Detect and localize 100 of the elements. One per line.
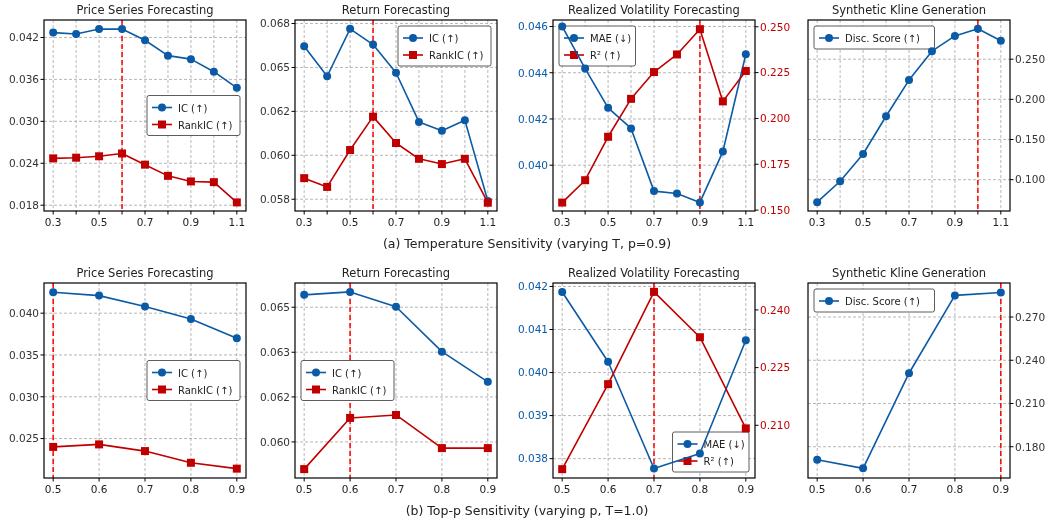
chart-title: Price Series Forecasting xyxy=(76,266,214,280)
point xyxy=(186,177,195,186)
y-tick-label: 0.041 xyxy=(517,323,548,336)
x-tick-label: 0.3 xyxy=(553,216,571,228)
x-tick-label: 0.9 xyxy=(433,216,451,228)
point xyxy=(49,154,58,163)
point xyxy=(558,465,567,474)
y-tick-label: 0.042 xyxy=(517,112,548,125)
y2-tick-label: 0.225 xyxy=(760,66,791,79)
y-tick-label: 0.040 xyxy=(517,159,548,172)
x-tick-label: 0.9 xyxy=(992,483,1010,495)
point xyxy=(905,76,913,85)
point xyxy=(836,177,845,186)
y2-tick-label: 0.250 xyxy=(760,20,791,33)
y2-tick-label: 0.150 xyxy=(1015,133,1046,146)
legend-label: R² (↑) xyxy=(703,456,734,467)
legend-label: RankIC (↑) xyxy=(178,119,233,131)
point xyxy=(95,25,104,34)
y-tick-label: 0.030 xyxy=(8,390,39,403)
y2-tick-label: 0.150 xyxy=(760,203,791,216)
x-tick-label: 0.3 xyxy=(295,216,313,228)
y-tick-label: 0.042 xyxy=(517,280,548,293)
point xyxy=(741,50,750,59)
legend-label: RankIC (↑) xyxy=(429,50,484,61)
y-tick-label: 0.060 xyxy=(259,149,290,162)
point xyxy=(72,29,81,38)
text: (a) Temperature Sensitivity (varying T, p=0.9) xyxy=(382,236,672,251)
chart-title: Return Forecasting xyxy=(341,3,451,17)
point xyxy=(672,50,681,59)
point xyxy=(437,160,446,169)
point xyxy=(437,126,446,135)
point xyxy=(741,336,750,345)
point xyxy=(627,94,636,103)
x-tick-label: 0.6 xyxy=(854,483,872,495)
y-tick-label: 0.060 xyxy=(259,435,290,448)
point xyxy=(346,146,355,155)
point xyxy=(927,47,936,56)
point xyxy=(392,139,400,147)
point xyxy=(437,347,446,356)
y-tick-label: 0.025 xyxy=(8,432,39,445)
x-tick-label: 0.6 xyxy=(90,483,108,495)
point xyxy=(695,25,704,34)
point xyxy=(414,154,423,163)
x-tick-label: 0.5 xyxy=(295,483,313,495)
legend-label: IC (↑) xyxy=(429,33,459,44)
point xyxy=(604,103,613,112)
point xyxy=(718,147,727,156)
x-tick-label: 0.9 xyxy=(479,483,497,495)
y-tick-label: 0.058 xyxy=(259,193,290,206)
x-tick-label: 0.8 xyxy=(691,483,709,495)
point xyxy=(300,290,309,299)
point xyxy=(186,458,195,467)
point xyxy=(604,380,613,389)
point xyxy=(346,413,355,422)
y-tick-label: 0.035 xyxy=(8,348,39,361)
point xyxy=(232,334,241,343)
point xyxy=(973,24,982,33)
y-tick-label: 0.068 xyxy=(259,17,290,30)
point xyxy=(672,189,681,198)
y-tick-label: 0.024 xyxy=(8,157,40,170)
y2-tick-label: 0.100 xyxy=(1015,173,1046,186)
point xyxy=(558,22,567,31)
chart-title: Synthetic Kline Generation xyxy=(831,266,987,280)
point xyxy=(460,154,469,163)
point xyxy=(604,132,613,141)
y2-tick-label: 0.200 xyxy=(760,112,791,125)
x-tick-label: 1.1 xyxy=(479,216,497,228)
point xyxy=(392,302,400,311)
chart-title: Return Forecasting xyxy=(341,266,451,280)
chart-title: Synthetic Kline Generation xyxy=(831,3,987,17)
point xyxy=(558,198,567,207)
x-tick-label: 0.5 xyxy=(553,483,571,495)
point xyxy=(650,464,658,473)
x-tick-label: 1.1 xyxy=(992,216,1010,228)
y2-tick-label: 0.210 xyxy=(1015,397,1046,410)
point xyxy=(209,67,218,76)
point xyxy=(905,369,913,378)
legend-label: Disc. Score (↑) xyxy=(845,296,921,307)
y-tick-label: 0.036 xyxy=(8,73,40,86)
point xyxy=(483,377,492,386)
x-tick-label: 0.3 xyxy=(808,216,826,228)
point xyxy=(141,160,149,169)
chart-title: Price Series Forecasting xyxy=(76,3,214,17)
y-tick-label: 0.065 xyxy=(259,301,290,314)
legend-label: IC (↑) xyxy=(178,102,208,114)
point xyxy=(859,464,868,473)
point xyxy=(323,182,332,191)
point xyxy=(300,174,309,183)
x-tick-label: 0.9 xyxy=(946,216,964,228)
point xyxy=(950,31,959,40)
x-tick-label: 0.9 xyxy=(737,483,755,495)
y-tick-label: 0.040 xyxy=(8,306,39,319)
x-tick-label: 1.1 xyxy=(228,216,246,228)
y-tick-label: 0.062 xyxy=(259,105,290,118)
y-tick-label: 0.063 xyxy=(259,346,290,359)
x-tick-label: 0.7 xyxy=(387,216,405,228)
point xyxy=(118,149,127,158)
y-tick-label: 0.039 xyxy=(517,409,548,422)
point xyxy=(695,333,704,342)
x-tick-label: 0.5 xyxy=(90,216,108,228)
